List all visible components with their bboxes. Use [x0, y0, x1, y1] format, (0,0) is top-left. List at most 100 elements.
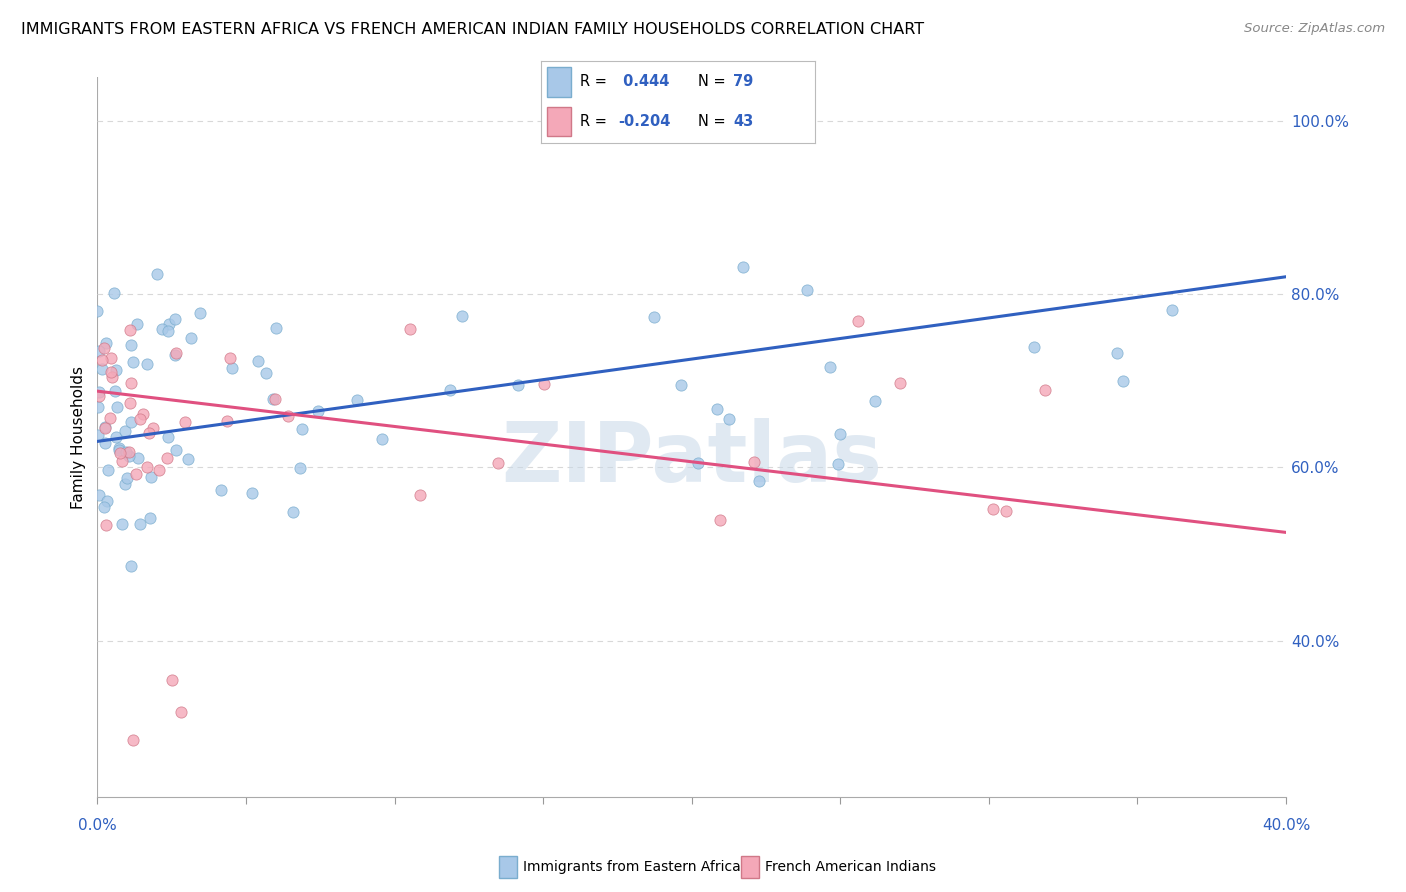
- Point: [169, 705, 191, 719]
- Point: [118, 449, 141, 463]
- Point: [114, 477, 136, 491]
- Point: [1022, 340, 1045, 354]
- Point: [135, 459, 157, 474]
- Point: [91, 352, 114, 367]
- Point: [120, 323, 142, 337]
- Point: [141, 470, 163, 484]
- Point: [96, 493, 118, 508]
- Point: [120, 376, 142, 390]
- Point: [264, 392, 287, 406]
- Point: [486, 456, 509, 470]
- Point: [111, 516, 134, 531]
- Point: [283, 505, 305, 519]
- Point: [100, 365, 122, 379]
- Text: 79: 79: [734, 74, 754, 89]
- Point: [118, 445, 141, 459]
- Point: [120, 558, 142, 573]
- Point: [818, 360, 841, 375]
- Point: [115, 471, 138, 485]
- Point: [87, 388, 110, 402]
- Text: R =: R =: [579, 74, 612, 89]
- Point: [156, 451, 179, 466]
- Point: [87, 401, 110, 415]
- Point: [93, 341, 115, 355]
- Point: [163, 348, 186, 362]
- Point: [129, 412, 152, 426]
- Point: [136, 357, 159, 371]
- Point: [94, 420, 117, 434]
- Point: [94, 436, 117, 450]
- Point: [1035, 383, 1057, 397]
- Point: [219, 351, 242, 365]
- Point: [217, 414, 239, 428]
- Point: [1107, 345, 1129, 359]
- Text: 40.0%: 40.0%: [1261, 818, 1310, 833]
- Text: N =: N =: [697, 114, 730, 128]
- Point: [98, 411, 121, 425]
- Point: [111, 454, 134, 468]
- Point: [1161, 302, 1184, 317]
- Text: R =: R =: [579, 114, 612, 128]
- Text: N =: N =: [697, 74, 730, 89]
- Point: [1112, 375, 1135, 389]
- Point: [995, 504, 1018, 518]
- Point: [718, 411, 741, 425]
- Text: 0.0%: 0.0%: [77, 818, 117, 833]
- Point: [709, 512, 731, 526]
- Point: [122, 733, 145, 747]
- Point: [165, 443, 187, 458]
- Point: [142, 421, 165, 435]
- Point: [863, 393, 886, 408]
- FancyBboxPatch shape: [547, 107, 571, 136]
- Point: [221, 361, 243, 376]
- Point: [101, 370, 124, 384]
- Point: [97, 462, 120, 476]
- Point: [706, 402, 728, 417]
- Point: [108, 446, 131, 460]
- Point: [742, 455, 765, 469]
- Point: [828, 427, 851, 442]
- Point: [96, 335, 118, 350]
- Point: [240, 486, 263, 500]
- Text: 0.444: 0.444: [619, 74, 669, 89]
- Point: [108, 442, 131, 457]
- Point: [157, 317, 180, 331]
- Point: [120, 396, 142, 410]
- Point: [439, 383, 461, 397]
- Point: [122, 354, 145, 368]
- Point: [731, 260, 754, 274]
- Point: [96, 517, 118, 532]
- Point: [643, 310, 665, 324]
- Point: [506, 377, 529, 392]
- Point: [796, 283, 818, 297]
- Point: [91, 362, 114, 376]
- Point: [103, 286, 125, 301]
- Point: [127, 450, 149, 465]
- Point: [399, 322, 422, 336]
- Point: [139, 511, 162, 525]
- Point: [277, 409, 299, 423]
- Text: ZIPatlas: ZIPatlas: [501, 418, 882, 500]
- Point: [105, 401, 128, 415]
- Point: [288, 461, 311, 475]
- Point: [132, 407, 155, 421]
- Point: [533, 376, 555, 391]
- Point: [104, 384, 127, 398]
- Point: [115, 444, 138, 458]
- Point: [165, 346, 187, 360]
- Point: [125, 317, 148, 331]
- Text: -0.204: -0.204: [619, 114, 671, 128]
- Point: [146, 267, 169, 281]
- Point: [177, 451, 200, 466]
- Point: [160, 673, 183, 687]
- Point: [150, 322, 173, 336]
- Point: [105, 363, 128, 377]
- Point: [89, 488, 111, 502]
- Point: [266, 321, 288, 335]
- Point: [125, 467, 148, 482]
- Point: [262, 392, 284, 406]
- Text: IMMIGRANTS FROM EASTERN AFRICA VS FRENCH AMERICAN INDIAN FAMILY HOUSEHOLDS CORRE: IMMIGRANTS FROM EASTERN AFRICA VS FRENCH…: [21, 22, 924, 37]
- Point: [148, 463, 170, 477]
- Point: [688, 456, 710, 470]
- Point: [371, 432, 394, 446]
